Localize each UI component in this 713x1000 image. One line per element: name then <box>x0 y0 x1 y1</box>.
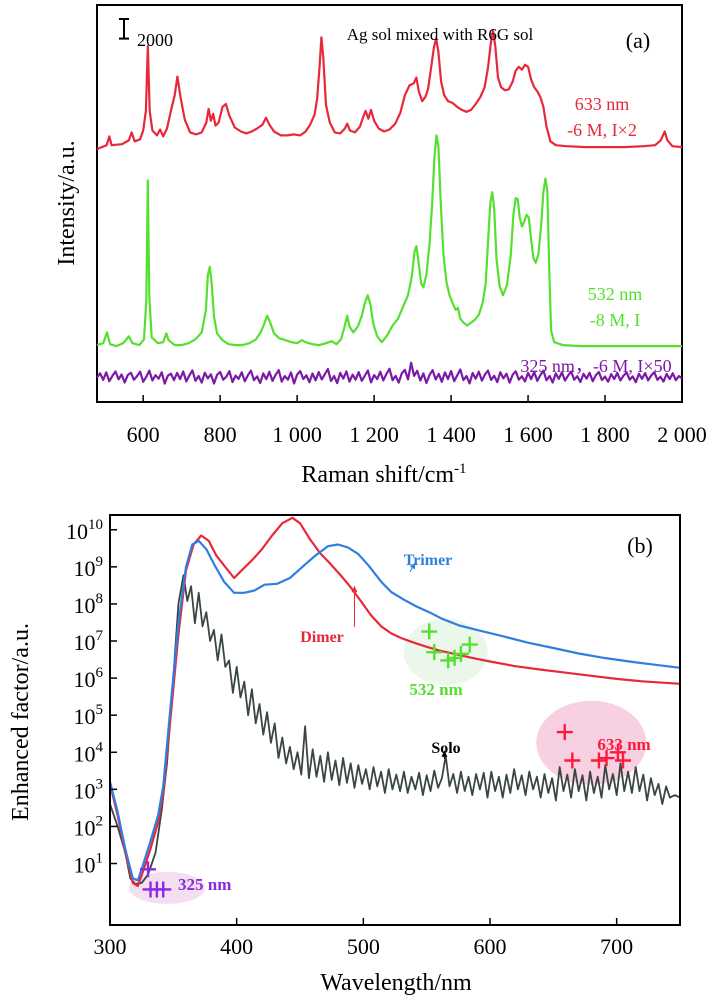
enhancement-y-tick-label: 105 <box>74 702 104 729</box>
raman-series-label-2: 325 nm，-6 M, I×50 <box>520 356 671 376</box>
raman-x-tick-label: 1 600 <box>503 422 553 447</box>
raman-x-tick-label: 1 200 <box>349 422 399 447</box>
enhancement-y-tick-label: 101 <box>74 851 104 878</box>
measurement-cross-marker <box>615 752 631 769</box>
curve-annotations: Trimer Dimer Solo <box>300 552 461 759</box>
marker-halo-0 <box>129 871 205 904</box>
intensity-scale-bar: 2000 <box>119 18 173 50</box>
raman-x-axis-label: Raman shift/cm-1 <box>301 461 466 488</box>
enhancement-y-ticks: 1010 109 108 107 106 105 104 103 102 101 <box>66 517 117 878</box>
enhancement-y-tick-label: 103 <box>74 776 104 803</box>
annotation-trimer: Trimer <box>404 552 453 569</box>
wavelength-x-tick-label: 500 <box>347 934 380 959</box>
annotation-dimer: Dimer <box>300 629 344 646</box>
panel-b-frame <box>109 514 681 926</box>
raman-series-group <box>96 29 683 385</box>
wavelength-x-tick-label: 700 <box>600 934 633 959</box>
measurement-cross-marker <box>590 752 607 769</box>
measurement-cross-marker <box>421 623 438 640</box>
enhancement-series-group <box>108 516 681 887</box>
raman-series-line-1 <box>96 134 682 348</box>
wavelength-x-tick-label: 600 <box>474 934 507 959</box>
wavelength-x-ticks: 300 400 500 600 700 <box>94 918 633 959</box>
scale-bar-label: 2000 <box>137 30 173 50</box>
measurement-cross-marker <box>598 750 615 767</box>
measurement-cross-marker <box>452 645 469 662</box>
measurement-cross-marker <box>461 636 478 653</box>
enhancement-y-tick-label: 102 <box>74 813 104 840</box>
panel-a-frame <box>96 4 683 403</box>
enhancement-series-line-trimer <box>108 539 681 882</box>
raman-series-label-1: 532 nm -8 M, I <box>588 284 643 330</box>
raman-series-labels: 633 nm -6 M, I×2 532 nm -8 M, I 325 nm，-6 M,… <box>520 94 671 376</box>
measurement-cross-marker <box>556 724 573 741</box>
raman-x-tick-label: 1 400 <box>426 422 476 447</box>
raman-series-line-0 <box>96 29 683 151</box>
raman-x-tick-label: 800 <box>204 422 237 447</box>
measurement-cross-marker <box>564 752 581 769</box>
wavelength-x-tick-label: 300 <box>94 934 127 959</box>
marker-halo-2 <box>536 700 647 785</box>
measurement-cross-marker <box>426 644 443 661</box>
annotation-arrow-head <box>351 586 358 593</box>
annotation-solo: Solo <box>431 740 460 757</box>
marker-label-0: 325 nm <box>178 875 231 894</box>
raman-x-tick-label: 1 000 <box>272 422 322 447</box>
marker-label-1: 532 nm <box>409 680 462 699</box>
measurement-cross-marker <box>609 744 626 761</box>
raman-x-tick-label: 1 800 <box>580 422 630 447</box>
raman-x-tick-label: 600 <box>127 422 160 447</box>
wavelength-x-tick-label: 400 <box>220 934 253 959</box>
enhancement-y-axis-label: Enhanced factor/a.u. <box>8 623 34 821</box>
raman-series-label-0: 633 nm -6 M, I×2 <box>567 94 637 140</box>
wavelength-x-axis-label: Wavelength/nm <box>320 970 472 996</box>
marker-label-2: 633 nm <box>597 735 650 754</box>
enhancement-y-tick-label: 109 <box>74 554 104 581</box>
enhancement-y-tick-label: 107 <box>74 628 104 655</box>
measurement-cross-marker <box>155 881 172 898</box>
enhancement-y-tick-label: 104 <box>74 739 104 766</box>
enhancement-y-tick-label: 106 <box>74 665 104 692</box>
raman-x-tick-label: 2 000 <box>657 422 707 447</box>
measurement-cross-marker <box>140 861 156 878</box>
measurement-markers: 325 nm 532 nm 633 nm <box>140 623 651 898</box>
panel-a-label: (a) <box>626 28 650 53</box>
enhancement-y-tick-label: 1010 <box>66 517 103 544</box>
enhancement-series-line-solo <box>109 574 681 885</box>
raman-spectra-panel: 600 800 1 000 1 200 1 400 1 600 1 800 2 000 633… <box>54 4 707 488</box>
annotation-arrow-head <box>409 562 416 570</box>
panel-b-label: (b) <box>627 533 653 558</box>
raman-chart-title: Ag sol mixed with R6G sol <box>347 25 534 44</box>
enhancement-y-tick-label: 108 <box>74 591 104 618</box>
raman-x-ticks: 600 800 1 000 1 200 1 400 1 600 1 800 2 000 <box>127 395 707 447</box>
enhancement-series-line-dimer <box>108 516 681 887</box>
enhancement-factor-panel: 325 nm 532 nm 633 nm Trimer Dimer Solo 300 40… <box>8 514 681 996</box>
raman-series-line-2 <box>96 361 683 385</box>
annotation-arrow-head <box>441 750 448 757</box>
raman-y-axis-label: Intensity/a.u. <box>54 140 80 265</box>
